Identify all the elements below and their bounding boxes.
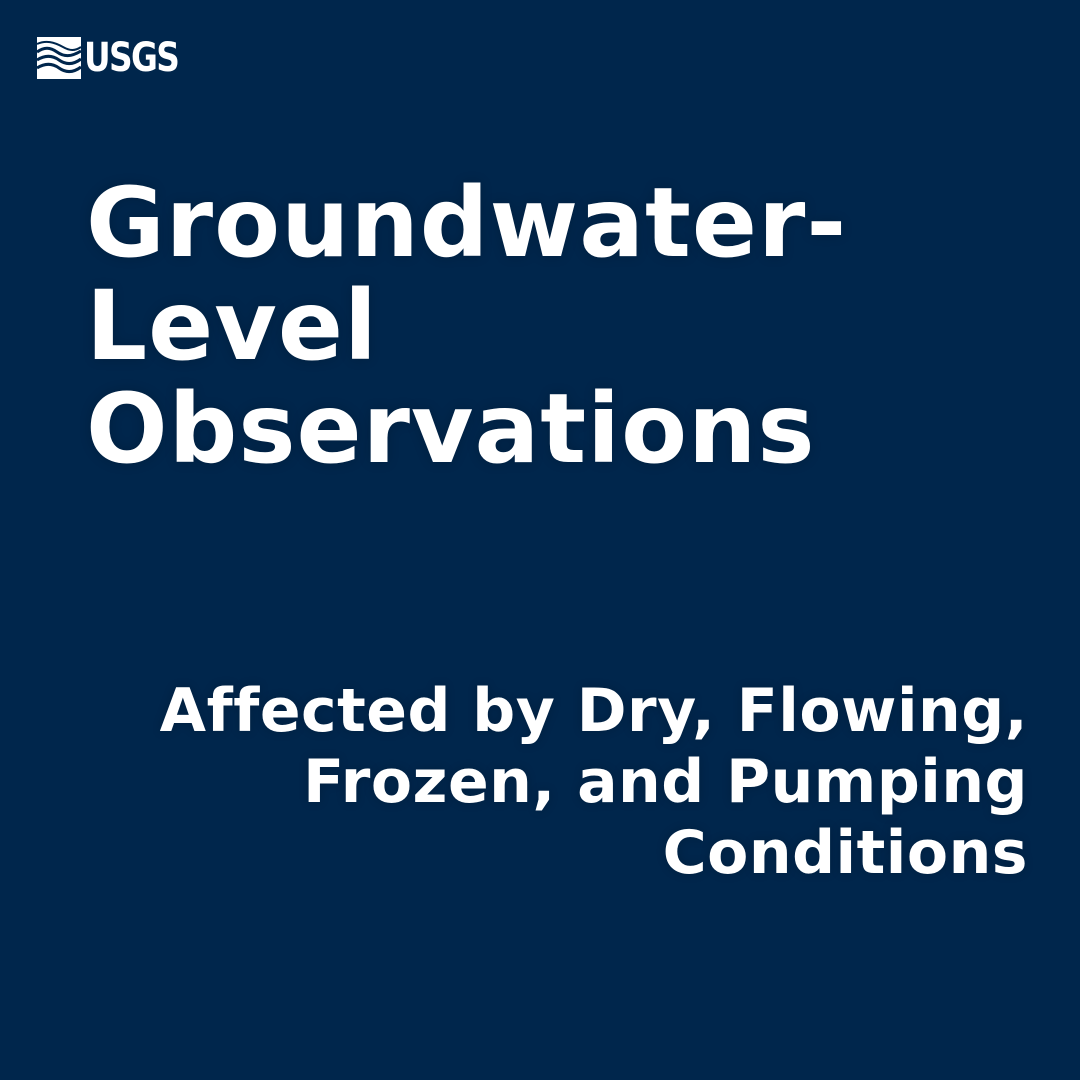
page-title: Groundwater- Level Observations xyxy=(86,172,986,481)
subtitle-line-3: Conditions xyxy=(662,818,1028,888)
subtitle-line-2: Frozen, and Pumping xyxy=(303,747,1028,817)
usgs-logo: USGS xyxy=(36,34,216,82)
subtitle: Affected by Dry, Flowing, Frozen, and Pu… xyxy=(108,676,1028,889)
subtitle-line-1: Affected by Dry, Flowing, xyxy=(159,676,1028,746)
title-line-1: Groundwater- xyxy=(86,167,848,279)
usgs-logo-text: USGS xyxy=(84,35,180,81)
title-line-2: Level xyxy=(86,270,378,382)
usgs-wave-logo-icon xyxy=(36,37,82,79)
title-line-3: Observations xyxy=(86,373,816,485)
